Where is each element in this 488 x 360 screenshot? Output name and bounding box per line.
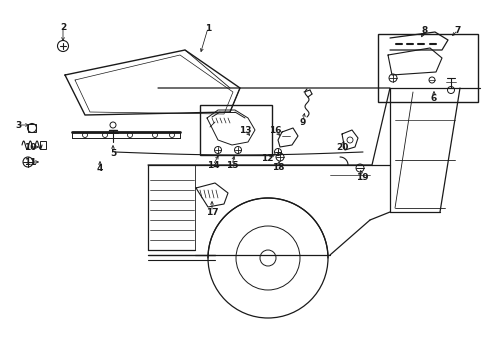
Text: 5: 5	[110, 149, 116, 158]
Text: 13: 13	[238, 126, 251, 135]
Bar	[200, 105, 271, 155]
Bar	[28, 124, 36, 132]
Text: 20: 20	[335, 143, 347, 152]
Text: 16: 16	[268, 126, 281, 135]
Text: 9: 9	[299, 117, 305, 126]
Text: 18: 18	[271, 162, 284, 171]
Text: 2: 2	[60, 23, 66, 32]
Text: 14: 14	[206, 161, 219, 170]
Text: 17: 17	[205, 207, 218, 216]
Text: 11: 11	[24, 158, 36, 166]
Text: 10: 10	[24, 143, 36, 152]
Text: 1: 1	[204, 23, 211, 32]
Text: 3: 3	[15, 121, 21, 130]
Text: 19: 19	[355, 172, 367, 181]
Text: 15: 15	[225, 161, 238, 170]
Bar	[40, 141, 46, 149]
Text: 7: 7	[454, 26, 460, 35]
Bar	[377, 34, 477, 102]
Text: 6: 6	[430, 94, 436, 103]
Text: 4: 4	[97, 163, 103, 172]
Text: 8: 8	[421, 26, 427, 35]
Text: 12: 12	[260, 153, 273, 162]
